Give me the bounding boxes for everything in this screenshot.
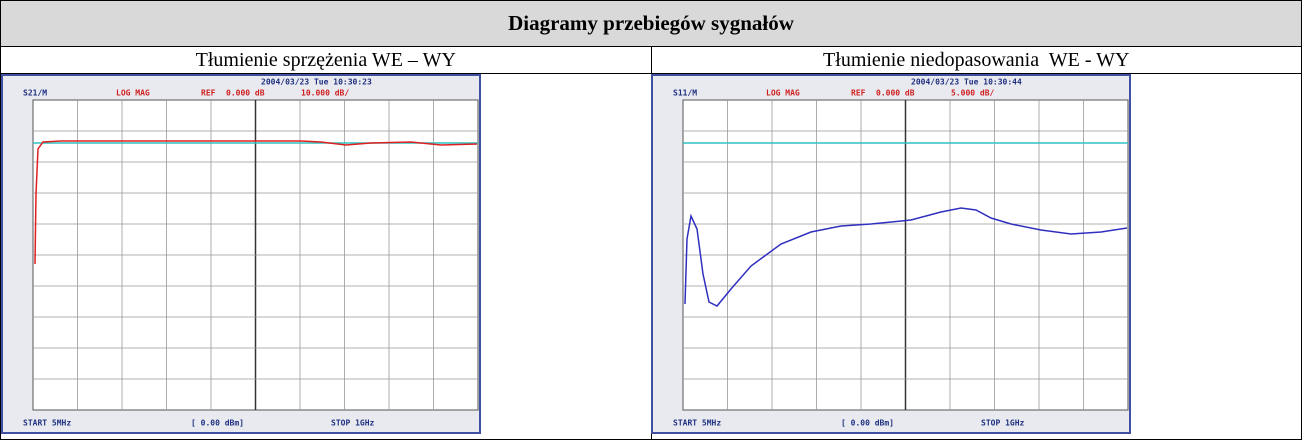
signal-table: Diagramy przebiegów sygnałów Tłumienie s… [0, 0, 1302, 440]
table-title: Diagramy przebiegów sygnałów [1, 1, 1302, 47]
screen-format: LOG MAG [116, 89, 150, 98]
screen-power: [ 0.00 dBm] [841, 419, 894, 428]
screen-stop: STOP 1GHz [331, 419, 375, 428]
screen-ref-label: REF [201, 89, 216, 98]
screen-scale: 10.000 dB/ [301, 89, 349, 98]
column-caption: Tłumienie niedopasowania WE - WY [651, 47, 1302, 74]
column-caption: Tłumienie sprzężenia WE – WY [1, 47, 652, 74]
image-cell: 2004/03/23 Tue 10:30:44 S11/M LOG MAG REF 0.… [651, 74, 1302, 440]
screen-ref-label: REF [851, 89, 866, 98]
screen-start: START 5MHz [673, 419, 721, 428]
screen-ref: 0.000 dB [226, 89, 265, 98]
analyzer-screen: 2004/03/23 Tue 10:30:44 S11/M LOG MAG REF 0.… [651, 74, 1131, 434]
image-cell: 2004/03/23 Tue 10:30:23 S21/M LOG MAG REF 0.… [1, 74, 652, 440]
screen-format: LOG MAG [766, 89, 800, 98]
screen-date: 2004/03/23 Tue 10:30:44 [911, 78, 1022, 87]
screen-stop: STOP 1GHz [981, 419, 1025, 428]
screen-scale: 5.000 dB/ [951, 89, 995, 98]
screen-channel: S21/M [23, 89, 47, 98]
screen-power: [ 0.00 dBm] [191, 419, 244, 428]
analyzer-screen: 2004/03/23 Tue 10:30:23 S21/M LOG MAG REF 0.… [1, 74, 481, 434]
screen-start: START 5MHz [23, 419, 71, 428]
screen-date: 2004/03/23 Tue 10:30:23 [261, 78, 372, 87]
screen-channel: S11/M [673, 89, 697, 98]
screen-ref: 0.000 dB [876, 89, 915, 98]
